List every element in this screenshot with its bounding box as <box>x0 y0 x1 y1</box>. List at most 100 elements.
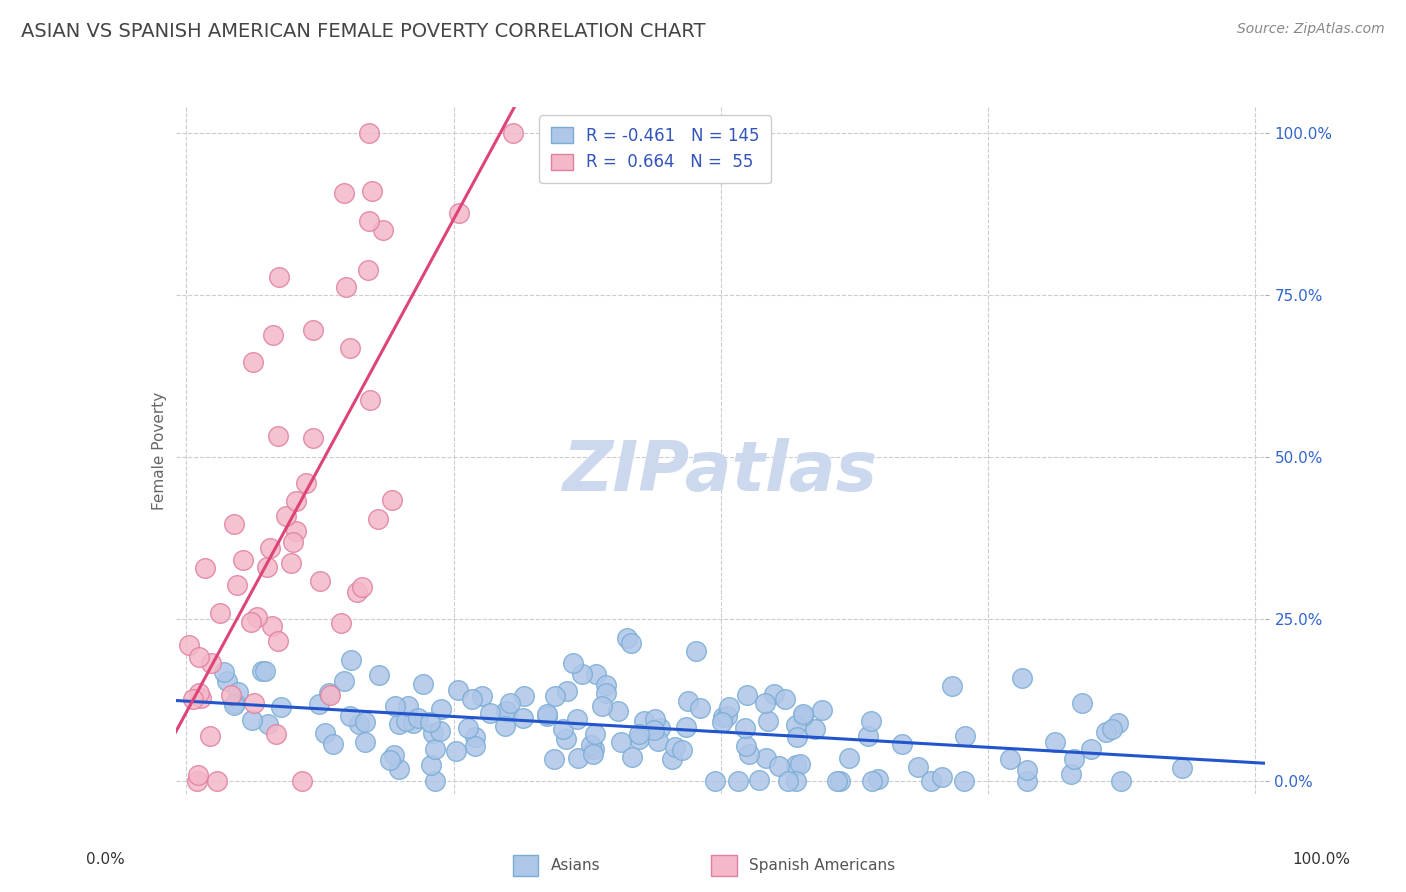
Point <box>264 727 287 741</box>
Point <box>860 714 883 728</box>
Point <box>792 706 814 721</box>
Point <box>727 773 749 788</box>
Point <box>429 724 451 739</box>
Point <box>339 341 361 355</box>
Point <box>953 729 976 743</box>
Point <box>359 393 381 408</box>
Point <box>763 687 786 701</box>
Point <box>536 706 558 721</box>
Point <box>828 773 851 788</box>
Point <box>240 615 263 629</box>
Point <box>633 714 655 728</box>
Point <box>225 578 247 592</box>
Point <box>664 740 686 755</box>
Point <box>367 512 389 526</box>
Point <box>256 559 278 574</box>
Point <box>1094 724 1116 739</box>
Point <box>330 616 353 631</box>
Point <box>595 678 617 692</box>
Point <box>214 665 236 679</box>
Point <box>464 730 486 744</box>
Point <box>920 773 942 788</box>
Legend: R = -0.461   N = 145, R =  0.664   N =  55: R = -0.461 N = 145, R = 0.664 N = 55 <box>540 115 770 183</box>
Point <box>285 493 308 508</box>
Point <box>768 758 790 772</box>
Bar <box>513 855 538 876</box>
Point <box>359 126 381 140</box>
Point <box>648 721 671 735</box>
Point <box>607 704 630 718</box>
Point <box>319 688 342 702</box>
Point <box>335 280 357 294</box>
Point <box>941 679 963 693</box>
Point <box>479 706 502 720</box>
Point <box>219 688 242 702</box>
Point <box>716 709 738 723</box>
Point <box>595 686 617 700</box>
Point <box>339 709 361 723</box>
Point <box>804 723 827 737</box>
Point <box>368 667 391 681</box>
Point <box>495 704 517 718</box>
Point <box>553 722 575 736</box>
Point <box>868 772 890 786</box>
Point <box>232 553 254 567</box>
Point <box>562 657 585 671</box>
Point <box>188 686 211 700</box>
Point <box>266 429 288 443</box>
Point <box>425 773 447 788</box>
Point <box>1109 773 1132 788</box>
Point <box>259 541 281 555</box>
Point <box>862 773 884 788</box>
Point <box>495 705 517 719</box>
Point <box>689 700 711 714</box>
Point <box>387 762 409 776</box>
Point <box>322 737 344 751</box>
Text: Spanish Americans: Spanish Americans <box>749 858 896 872</box>
Point <box>240 713 263 727</box>
Point <box>396 698 419 713</box>
Point <box>579 738 602 752</box>
Point <box>267 634 290 648</box>
Point <box>187 768 209 782</box>
Point <box>582 742 605 756</box>
Point <box>224 696 246 710</box>
Point <box>200 657 222 671</box>
Point <box>581 747 603 761</box>
Point <box>1000 751 1022 765</box>
Point <box>224 698 246 712</box>
Point <box>536 709 558 723</box>
Point <box>181 692 204 706</box>
Point <box>1043 735 1066 749</box>
Point <box>1070 697 1092 711</box>
Point <box>755 751 778 765</box>
Point <box>1059 766 1081 780</box>
Point <box>252 665 274 679</box>
Point <box>395 714 418 728</box>
Point <box>661 752 683 766</box>
Point <box>754 696 776 710</box>
Bar <box>711 855 737 876</box>
Point <box>471 689 494 703</box>
Text: ZIPatlas: ZIPatlas <box>562 438 879 505</box>
Point <box>354 735 377 749</box>
Point <box>190 691 212 706</box>
Point <box>512 710 534 724</box>
Point <box>734 721 756 735</box>
Point <box>461 691 484 706</box>
Point <box>246 610 269 624</box>
Point <box>332 186 354 200</box>
Point <box>555 731 578 746</box>
Point <box>207 773 229 788</box>
Point <box>357 214 380 228</box>
Y-axis label: Female Poverty: Female Poverty <box>152 392 167 509</box>
Point <box>419 758 441 772</box>
Point <box>406 710 429 724</box>
Point <box>567 712 589 726</box>
Point <box>953 773 976 788</box>
Point <box>179 638 201 652</box>
Point <box>412 676 434 690</box>
Point <box>419 714 441 729</box>
Text: ASIAN VS SPANISH AMERICAN FEMALE POVERTY CORRELATION CHART: ASIAN VS SPANISH AMERICAN FEMALE POVERTY… <box>21 22 706 41</box>
Point <box>676 694 699 708</box>
